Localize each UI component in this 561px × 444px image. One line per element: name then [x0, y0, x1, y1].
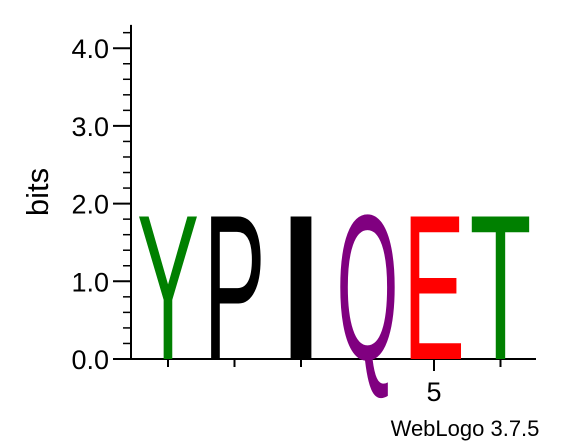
weblogo-version-label: WebLogo 3.7.5	[391, 416, 540, 441]
y-tick-label: 1.0	[71, 267, 109, 297]
logo-letter-e: E	[403, 173, 465, 404]
logo-letter-q: Q	[337, 173, 399, 404]
logo-letter-i: I	[270, 171, 332, 403]
y-axis: 0.0 1.0 2.0 3.0 4.0	[71, 24, 132, 375]
logo-letter-p: P	[204, 173, 266, 404]
y-tick-label: 2.0	[71, 190, 109, 220]
y-tick-label: 0.0	[71, 345, 109, 375]
logo-letter-t: T	[470, 171, 532, 403]
y-axis-title: bits	[20, 168, 55, 216]
x-axis: 5	[131, 358, 536, 407]
y-tick-label: 4.0	[71, 34, 109, 64]
x-tick-label: 5	[426, 377, 441, 407]
logo-letter-y: Y	[137, 173, 199, 404]
y-tick-label: 3.0	[71, 112, 109, 142]
